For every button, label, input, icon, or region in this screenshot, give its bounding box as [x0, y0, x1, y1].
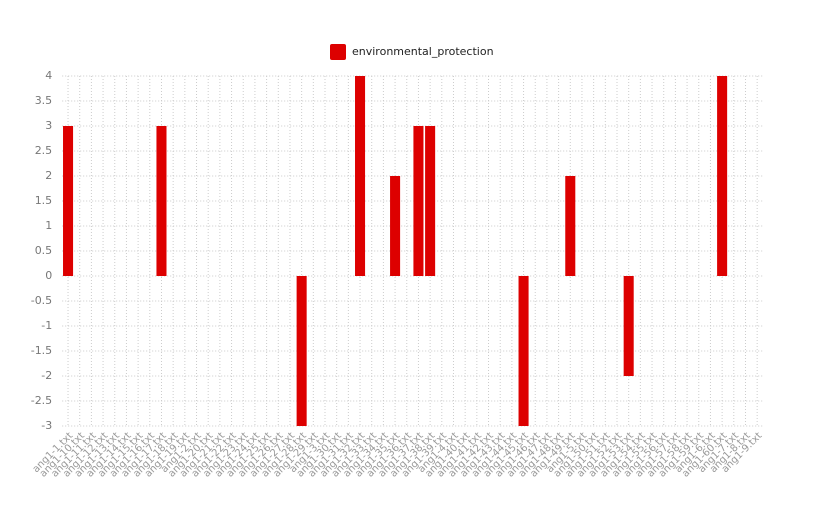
y-tick-label: -0.5: [31, 294, 52, 307]
y-tick-label: 3.5: [35, 94, 53, 107]
bar: [355, 76, 366, 276]
y-tick-label: 1.5: [35, 194, 53, 207]
y-tick-label: -1: [41, 319, 52, 332]
bar: [518, 276, 529, 426]
y-tick-label: 0.5: [35, 244, 53, 257]
bar: [565, 176, 576, 276]
legend-swatch: [330, 44, 346, 60]
y-tick-label: 2.5: [35, 144, 53, 157]
bar: [425, 126, 436, 276]
y-tick-label: 2: [45, 169, 52, 182]
y-tick-label: 3: [45, 119, 52, 132]
y-tick-label: 4: [45, 69, 52, 82]
bar: [296, 276, 307, 426]
bar: [156, 126, 167, 276]
y-tick-label: -2: [41, 369, 52, 382]
y-tick-label: -2.5: [31, 394, 52, 407]
bar: [390, 176, 401, 276]
y-tick-label: -3: [41, 419, 52, 432]
bar: [717, 76, 728, 276]
y-tick-label: -1.5: [31, 344, 52, 357]
y-tick-label: 1: [45, 219, 52, 232]
bar: [63, 126, 74, 276]
y-tick-label: 0: [45, 269, 52, 282]
bar: [623, 276, 634, 376]
bar: [413, 126, 424, 276]
legend-label: environmental_protection: [352, 45, 494, 58]
